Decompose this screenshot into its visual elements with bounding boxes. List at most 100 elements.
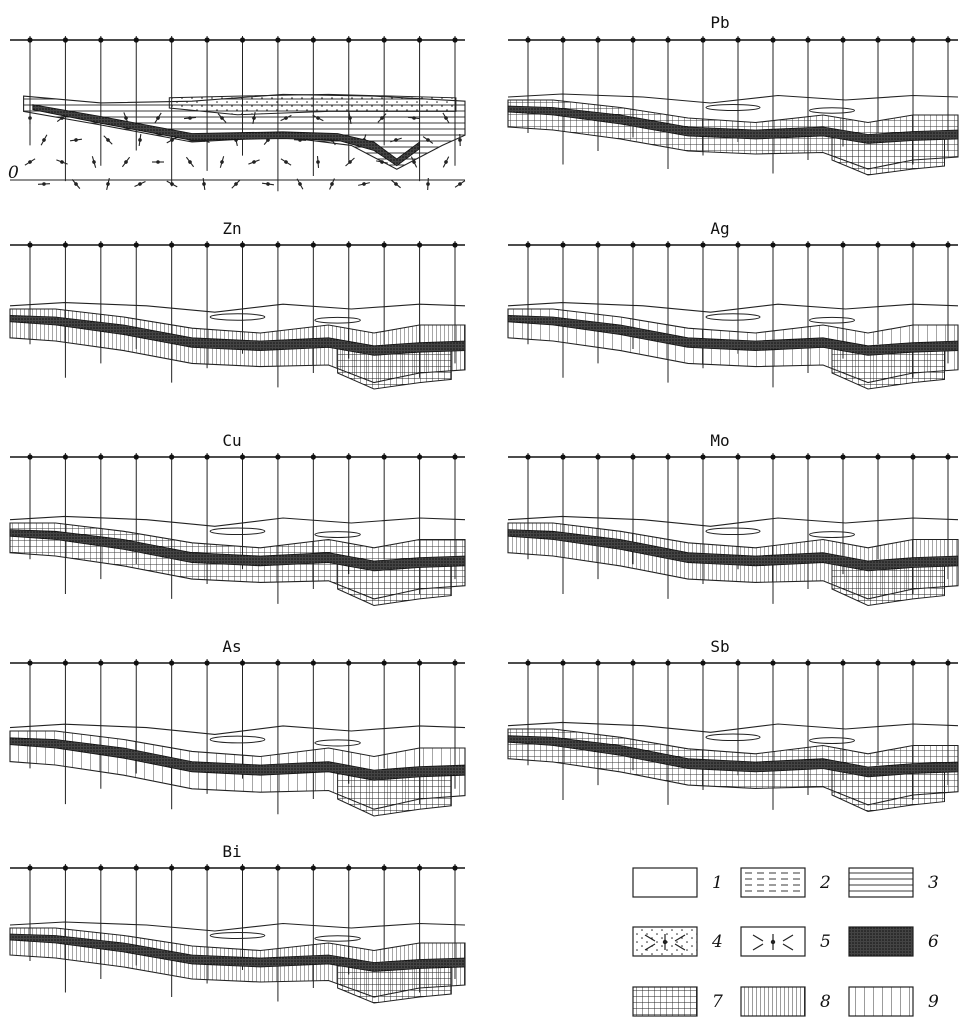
station-dot (346, 37, 352, 43)
station-dot (525, 660, 531, 666)
station-dot (945, 660, 951, 666)
boundary-line (9, 921, 466, 932)
lens (809, 737, 855, 745)
lens (705, 313, 761, 321)
station-dot (310, 37, 316, 43)
panel-mo: Mo (507, 431, 959, 607)
station-dot (381, 454, 387, 460)
station-dot (346, 865, 352, 871)
station-dot (910, 454, 916, 460)
host-rock-symbol (69, 138, 83, 142)
station-dot (840, 660, 846, 666)
legend-item-5: 5 (740, 926, 831, 957)
ore-horizon (9, 529, 466, 572)
host-rock-symbol (24, 158, 36, 166)
host-rock-symbol (71, 179, 81, 189)
station-dot (630, 454, 636, 460)
lens (209, 932, 266, 939)
lens (809, 316, 855, 324)
station-dot (310, 242, 316, 248)
panel-title: Cu (222, 431, 241, 450)
station-dot (62, 242, 69, 248)
legend-item-8: 8 (740, 986, 831, 1017)
station-dot (525, 37, 531, 43)
host-rock-symbol (40, 134, 48, 146)
station-dot (945, 454, 951, 460)
station-dot (98, 454, 104, 460)
station-dot (525, 242, 531, 248)
station-dot (770, 454, 776, 460)
lens (314, 739, 361, 747)
boundary-line (507, 93, 959, 104)
host-rock-symbol (37, 182, 51, 186)
host-rock-symbol (296, 178, 304, 190)
svg-text:5: 5 (820, 932, 831, 952)
legend: 1 2 3 4 5 6 7 (632, 867, 939, 1017)
station-dot (98, 37, 104, 43)
host-rock-symbol (134, 181, 146, 187)
boundary-line (507, 515, 959, 527)
ore-horizon (9, 933, 466, 972)
station-dot (62, 865, 69, 871)
station-dot (239, 454, 246, 460)
svg-text:6: 6 (928, 932, 939, 952)
station-dot (62, 660, 69, 666)
station-dot (595, 242, 601, 248)
station-dot (275, 454, 281, 460)
station-dot (133, 37, 139, 43)
ore-horizon (507, 529, 959, 572)
station-dot (239, 660, 246, 666)
lens (809, 531, 855, 539)
legend-item-6: 6 (848, 926, 939, 957)
lens (705, 527, 761, 536)
station-dot (381, 865, 387, 871)
host-rock-symbol (231, 179, 241, 189)
panel-title: As (222, 637, 241, 656)
station-dot (416, 454, 423, 460)
host-rock-symbol (391, 179, 401, 189)
legend-item-7: 7 (632, 986, 723, 1017)
legend-item-2: 2 (740, 867, 831, 898)
station-dot (27, 242, 33, 248)
host-rock-symbol (185, 156, 195, 168)
station-dot (275, 660, 281, 666)
station-dot (204, 865, 210, 871)
station-dot (381, 242, 387, 248)
panel-title: Bi (222, 842, 241, 861)
station-dot (665, 37, 671, 43)
station-dot (452, 454, 458, 460)
station-dot (840, 454, 846, 460)
station-dot (735, 454, 741, 460)
boundary-line (9, 515, 466, 527)
legend-item-9: 9 (848, 986, 939, 1017)
station-dot (700, 37, 706, 43)
station-dot (560, 454, 566, 460)
station-dot (275, 242, 281, 248)
station-dot (169, 865, 175, 871)
station-dot (910, 242, 916, 248)
station-dot (770, 242, 776, 248)
ore-horizon (9, 314, 466, 356)
boundary-line (9, 723, 466, 735)
station-dot (700, 242, 706, 248)
panel-title: Ag (710, 219, 729, 238)
host-rock-symbol (28, 112, 32, 124)
lens (314, 531, 361, 539)
station-dot (239, 37, 246, 43)
host-rock-symbol (91, 156, 97, 168)
lens (314, 935, 361, 942)
station-dot (770, 37, 776, 43)
station-dot (381, 660, 387, 666)
station-dot (700, 454, 706, 460)
ore-horizon (507, 314, 959, 356)
station-dot (239, 242, 246, 248)
svg-text:8: 8 (820, 992, 831, 1012)
panel-sb: Sb (507, 637, 959, 813)
lens (209, 527, 266, 536)
panel-ag: Ag (507, 219, 959, 390)
host-rock-symbol (121, 156, 131, 168)
panel-pb: Pb (507, 13, 959, 176)
host-rock-symbol (248, 159, 260, 165)
boundary-line (507, 302, 959, 313)
